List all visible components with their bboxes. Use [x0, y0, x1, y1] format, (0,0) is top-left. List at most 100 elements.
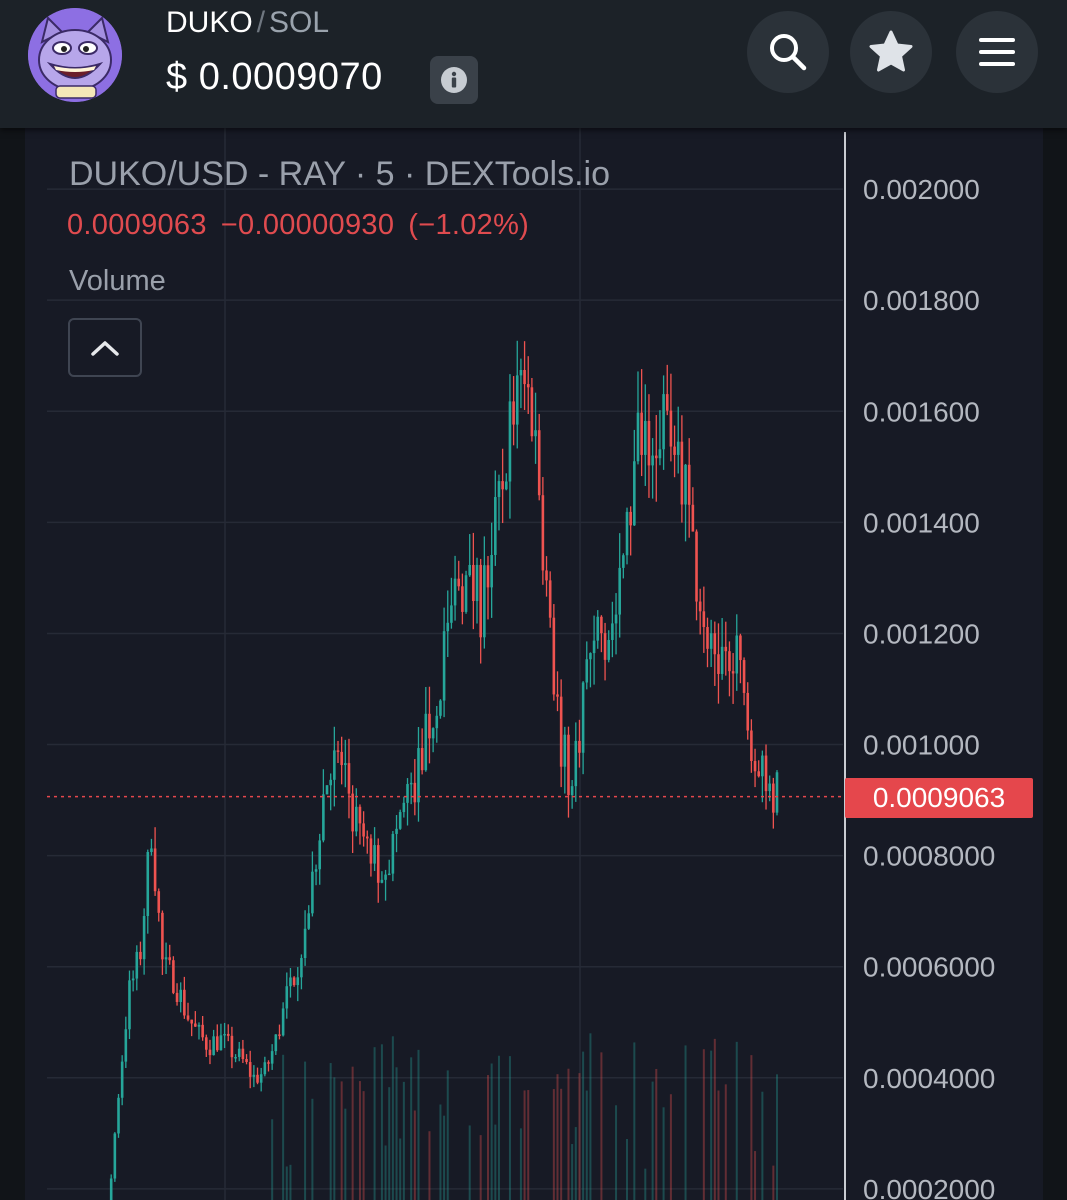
- candle-body: [713, 633, 717, 655]
- volume-bar: [344, 1108, 347, 1200]
- candle-body: [237, 1048, 241, 1057]
- y-axis-tick-label: 0.001000: [863, 730, 980, 761]
- volume-bar: [340, 1081, 343, 1200]
- candle-body: [486, 565, 490, 588]
- candle-body: [709, 633, 713, 649]
- candle-body: [190, 1019, 193, 1024]
- candle-body: [428, 713, 431, 739]
- volume-bar: [443, 1115, 446, 1200]
- menu-button[interactable]: [956, 11, 1038, 93]
- volume-bar: [571, 1144, 574, 1200]
- candle-body: [775, 772, 779, 813]
- candle-body: [592, 640, 596, 654]
- candle-body: [559, 696, 563, 767]
- volume-bar: [494, 1124, 497, 1200]
- candle-body: [219, 1035, 223, 1051]
- search-button[interactable]: [747, 11, 829, 93]
- candle-body: [109, 1178, 113, 1200]
- candle-body: [197, 1024, 201, 1027]
- y-axis-tick-label: 0.001600: [863, 396, 980, 427]
- volume-bar: [362, 1091, 365, 1200]
- volume-bar: [556, 1074, 559, 1200]
- candle-body: [296, 977, 300, 986]
- candle-body: [446, 622, 450, 632]
- volume-bar: [329, 1063, 332, 1200]
- candle-body: [647, 420, 651, 466]
- candle-body: [329, 779, 332, 786]
- candle-body: [728, 651, 731, 672]
- cartoon-cat-avatar-icon: [28, 8, 122, 102]
- candle-body: [611, 623, 614, 641]
- candle-body: [164, 957, 168, 960]
- candle-body: [387, 873, 391, 876]
- info-icon: [441, 67, 467, 93]
- candle-body: [585, 659, 589, 683]
- info-button[interactable]: [430, 56, 478, 104]
- volume-bar: [717, 1090, 720, 1200]
- candle-body: [497, 481, 501, 498]
- candle-body: [175, 992, 179, 1002]
- candle-body: [376, 845, 380, 883]
- volume-bar: [519, 1128, 522, 1200]
- candle-body: [409, 782, 413, 785]
- candle-body: [402, 802, 406, 813]
- candle-body: [665, 394, 669, 411]
- volume-bar: [402, 1081, 405, 1200]
- candlestick-chart-canvas[interactable]: 0.002000 0.001800 0.001600 0.001400 0.001200…: [25, 128, 1043, 1200]
- candle-body: [322, 794, 325, 841]
- volume-bar: [358, 1081, 361, 1200]
- volume-bar: [391, 1036, 394, 1200]
- candle-body: [651, 455, 654, 466]
- volume-bar: [399, 1138, 402, 1200]
- candle-body: [515, 375, 519, 425]
- candle-body: [735, 635, 739, 674]
- candle-body: [333, 750, 336, 780]
- volume-bar: [761, 1091, 764, 1200]
- candle-body: [256, 1074, 259, 1083]
- candle-body: [124, 1029, 128, 1062]
- candle-body: [625, 511, 629, 556]
- candle-body: [695, 531, 698, 602]
- candle-body: [179, 989, 182, 1002]
- volume-bar: [651, 1081, 654, 1200]
- candle-body: [373, 845, 376, 864]
- volume-bar: [289, 1164, 292, 1200]
- favorite-button[interactable]: [850, 11, 932, 93]
- volume-bar: [644, 1168, 647, 1200]
- candle-body: [684, 464, 687, 505]
- price-chart[interactable]: 0.002000 0.001800 0.001600 0.001400 0.001200…: [25, 128, 1043, 1200]
- candle-body: [662, 394, 665, 450]
- volume-bar: [615, 1105, 618, 1200]
- candle-body: [398, 812, 402, 829]
- volume-bar: [468, 1125, 471, 1200]
- candle-body: [508, 401, 512, 482]
- candle-body: [490, 554, 493, 588]
- candle-body: [636, 412, 640, 462]
- volume-bar: [384, 1145, 387, 1200]
- volume-bar: [388, 1087, 391, 1200]
- candle-body: [117, 1097, 120, 1134]
- candle-body: [270, 1051, 274, 1064]
- candle-body: [567, 734, 570, 796]
- candle-body: [654, 455, 658, 459]
- y-axis-tick-label: 0.002000: [863, 174, 980, 205]
- volume-bar: [439, 1104, 442, 1200]
- candle-body: [380, 879, 384, 883]
- candle-body: [768, 783, 771, 792]
- candle-body: [263, 1062, 267, 1075]
- candle-body: [519, 369, 523, 376]
- candle-body: [212, 1036, 215, 1056]
- candle-body: [680, 441, 684, 505]
- y-axis-tick-label: 0.001200: [863, 618, 980, 649]
- volume-bar: [285, 1166, 288, 1200]
- collapse-indicators-button[interactable]: [68, 318, 142, 377]
- volume-bar: [486, 1075, 489, 1200]
- volume-bar: [333, 1077, 336, 1200]
- volume-bar: [669, 1094, 672, 1200]
- legend-change: −0.00000930: [220, 209, 395, 241]
- candle-body: [501, 481, 504, 490]
- candle-body: [450, 605, 453, 623]
- candle-body: [439, 700, 442, 716]
- token-avatar[interactable]: [28, 8, 122, 102]
- candle-body: [644, 420, 647, 455]
